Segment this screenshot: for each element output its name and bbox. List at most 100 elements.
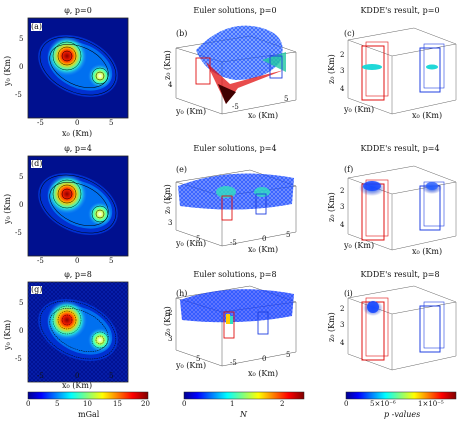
title-g: φ, p=8 [64,270,92,279]
cb2-tick-0: 0 [182,400,187,408]
title-b: Euler solutions, p=0 [193,6,277,15]
kdde-c-zlabel: z₀ (Km) [327,54,336,84]
cb1-tick-0: 0 [26,400,31,408]
cb3-tick-1: 5×10⁻⁶ [370,400,396,408]
title-f: KDDE's result, p=4 [360,144,440,153]
map-d-ytick-0: 5 [19,173,24,181]
map-g-xlabel: x₀ (Km) [62,381,93,390]
kdde-panel-c [347,27,457,115]
map-a-ytick-0: 5 [19,35,24,43]
kdde-c-ztick-1: 3 [340,67,345,75]
euler-b-ztick: 4 [168,81,173,89]
kdde-i-ztick-1: 3 [340,321,345,329]
euler-surface-h [180,289,294,324]
map-d-xtick-1: 0 [75,257,80,265]
map-a-xtick-1: 0 [75,119,80,127]
euler-b-ylabel: y₀ (Km) [176,107,207,116]
panel-letter-e: (e) [176,165,187,174]
euler-boxes-b [195,55,283,85]
map-a-xtick-0: -5 [37,119,44,127]
cb3-unit: p -values [384,410,421,419]
panel-letter-b: (b) [176,29,188,38]
kdde-c-xlabel: x₀ (Km) [412,111,443,120]
euler-h-ytick-0: 5 [196,355,201,363]
euler-h-xtick-2: 5 [286,351,291,359]
cb1-tick-1: 5 [55,400,60,408]
map-panel-g [27,281,129,383]
euler-b-xtick-0: -5 [232,103,239,111]
kdde-f-ztick-0: 2 [340,187,345,195]
kdde-f-xlabel: x₀ (Km) [412,247,443,256]
euler-e-ytick-0: 5 [196,235,201,243]
map-a-ylabel: y₀ (Km) [3,55,12,86]
euler-surface-b [196,25,286,104]
map-g-ytick-0: 5 [19,299,24,307]
cb1-tick-4: 20 [141,400,150,408]
euler-e-xtick-0: -5 [230,239,237,247]
map-d-ylabel: y₀ (Km) [3,193,12,224]
kdde-c-ztick-0: 2 [340,51,345,59]
kdde-f-ylabel: y₀ (Km) [344,241,375,250]
title-c: KDDE's result, p=0 [360,6,440,15]
cb3-tick-2: 1×10⁻⁵ [418,400,444,408]
map-g-xtick-0: -5 [37,372,44,380]
map-a-xlabel: x₀ (Km) [62,129,93,138]
kdde-f-zlabel: z₀ (Km) [327,192,336,222]
panel-letter-i: (i) [344,289,353,298]
kdde-f-ztick-1: 3 [340,203,345,211]
euler-h-xlabel: x₀ (Km) [248,369,279,378]
map-a-xtick-2: 5 [109,119,114,127]
map-g-ytick-1: 0 [19,327,24,335]
kdde-i-zlabel: z₀ (Km) [327,312,336,342]
euler-b-xtick-2: 5 [284,95,289,103]
colorbar-3 [345,391,457,400]
euler-e-xtick-2: 5 [286,231,291,239]
cb1-tick-2: 10 [83,400,92,408]
euler-e-ylabel: y₀ (Km) [176,239,207,248]
euler-h-xtick-1: 0 [262,355,267,363]
euler-boxes-e [221,193,267,221]
kdde-c-ylabel: y₀ (Km) [344,105,375,114]
cb2-unit: N [240,410,247,419]
title-e: Euler solutions, p=4 [193,144,277,153]
kdde-c-ztick-2: 4 [340,85,345,93]
euler-h-ztick-1: 3 [168,335,173,343]
map-g-ytick-2: -5 [15,355,22,363]
map-g-ylabel: y₀ (Km) [3,319,12,350]
euler-h-ztick-0: 2 [168,309,173,317]
euler-surface-e [178,173,294,210]
euler-e-xlabel: x₀ (Km) [248,245,279,254]
map-a-ytick-2: -5 [15,91,22,99]
colorbar-2 [183,391,305,400]
title-a: φ, p=0 [64,6,92,15]
title-d: φ, p=4 [64,144,92,153]
kdde-f-ztick-2: 4 [340,221,345,229]
map-d-ytick-1: 0 [19,201,24,209]
euler-h-xtick-0: -5 [230,359,237,367]
map-d-xtick-0: -5 [37,257,44,265]
kdde-panel-i [347,285,457,371]
colorbar-1 [27,391,149,400]
map-d-ytick-2: -5 [15,229,22,237]
euler-boxes-h [223,311,269,339]
panel-letter-g: (g) [31,285,43,294]
map-a-ytick-1: 0 [19,63,24,71]
panel-letter-d: (d) [31,159,43,168]
map-d-xtick-2: 5 [109,257,114,265]
euler-b-xlabel: x₀ (Km) [248,111,279,120]
map-g-xtick-2: 5 [109,372,114,380]
map-panel-a [27,17,129,119]
euler-e-ztick-1: 3 [168,219,173,227]
kdde-i-ztick-0: 2 [340,305,345,313]
euler-b-zlabel: z₀ (Km) [163,50,172,80]
cb1-unit: mGal [78,410,100,419]
panel-letter-c: (c) [344,29,355,38]
kdde-panel-f [347,165,457,251]
panel-letter-f: (f) [344,165,354,174]
title-h: Euler solutions, p=8 [193,270,277,279]
map-panel-d [27,155,129,257]
euler-e-ztick-0: 2 [168,193,173,201]
euler-h-ylabel: y₀ (Km) [176,361,207,370]
